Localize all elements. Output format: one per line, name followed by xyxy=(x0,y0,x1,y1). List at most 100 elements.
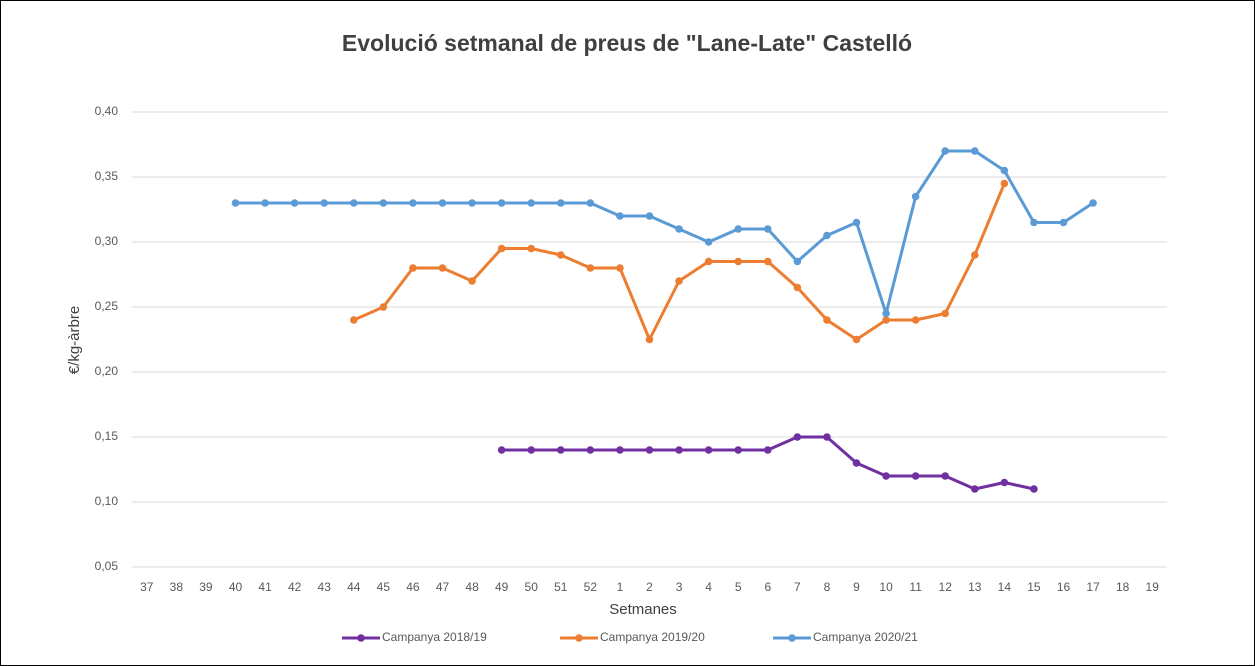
data-point xyxy=(438,264,447,272)
data-point xyxy=(941,472,950,480)
x-tick-label: 39 xyxy=(199,580,213,594)
data-point xyxy=(704,238,713,246)
x-tick-label: 16 xyxy=(1057,580,1071,594)
data-point xyxy=(793,283,802,292)
x-tick-label: 43 xyxy=(318,580,332,594)
data-point xyxy=(616,212,624,220)
x-tick-label: 40 xyxy=(229,580,243,594)
data-point xyxy=(468,199,476,207)
x-tick-label: 52 xyxy=(584,580,598,594)
data-point xyxy=(793,257,802,266)
legend-marker xyxy=(575,634,583,642)
data-point xyxy=(734,225,743,233)
data-point xyxy=(852,459,861,467)
data-point xyxy=(675,277,683,285)
y-tick-label: 0,05 xyxy=(95,559,119,573)
data-point xyxy=(882,472,890,480)
x-tick-label: 9 xyxy=(853,580,860,594)
data-point xyxy=(911,192,920,201)
data-point xyxy=(1089,199,1097,207)
data-point xyxy=(556,446,565,454)
x-tick-label: 38 xyxy=(170,580,184,594)
y-tick-label: 0,40 xyxy=(95,104,119,118)
data-point xyxy=(911,472,920,480)
y-tick-label: 0,35 xyxy=(95,169,119,183)
data-point xyxy=(438,199,447,207)
legend-label: Campanya 2019/20 xyxy=(600,630,705,644)
data-point xyxy=(349,316,358,324)
data-point xyxy=(823,433,831,441)
data-point xyxy=(261,199,269,207)
data-point xyxy=(970,485,979,493)
data-point xyxy=(675,446,683,454)
x-tick-label: 41 xyxy=(258,580,272,594)
x-tick-label: 7 xyxy=(794,580,801,594)
data-point xyxy=(823,231,831,240)
x-tick-label: 5 xyxy=(735,580,742,594)
legend-marker xyxy=(357,634,365,642)
x-tick-label: 45 xyxy=(377,580,391,594)
x-tick-label: 13 xyxy=(968,580,982,594)
data-point xyxy=(527,199,536,207)
legend-label: Campanya 2020/21 xyxy=(813,630,918,644)
data-point xyxy=(409,199,417,207)
data-point xyxy=(882,316,890,324)
x-tick-label: 49 xyxy=(495,580,509,594)
x-tick-label: 42 xyxy=(288,580,302,594)
data-point xyxy=(290,199,299,207)
data-point xyxy=(616,446,624,454)
data-point xyxy=(734,446,743,454)
data-point xyxy=(941,309,950,318)
series-line xyxy=(235,149,1094,315)
data-point xyxy=(409,264,417,272)
x-tick-label: 8 xyxy=(824,580,831,594)
x-tick-label: 12 xyxy=(939,580,953,594)
data-point xyxy=(527,446,536,454)
data-point xyxy=(586,446,595,454)
legend-marker xyxy=(788,634,796,642)
x-tick-label: 17 xyxy=(1086,580,1100,594)
data-point xyxy=(645,446,654,454)
y-tick-label: 0,10 xyxy=(95,494,119,508)
data-point xyxy=(704,257,713,266)
data-point xyxy=(1000,179,1009,188)
x-tick-label: 18 xyxy=(1116,580,1130,594)
data-point xyxy=(823,316,831,324)
x-tick-label: 10 xyxy=(879,580,893,594)
y-tick-label: 0,30 xyxy=(95,234,119,248)
x-tick-label: 3 xyxy=(676,580,683,594)
data-point xyxy=(763,257,772,266)
data-point xyxy=(527,244,536,253)
x-tick-label: 51 xyxy=(554,580,568,594)
y-tick-label: 0,25 xyxy=(95,299,119,313)
x-axis-title: Setmanes xyxy=(609,601,677,618)
data-point xyxy=(497,446,506,454)
data-point xyxy=(763,225,772,233)
data-point xyxy=(586,264,595,272)
x-tick-label: 46 xyxy=(406,580,420,594)
data-point xyxy=(1000,166,1009,175)
data-point xyxy=(1030,485,1038,493)
data-point xyxy=(349,199,358,207)
data-point xyxy=(763,446,772,454)
data-point xyxy=(970,147,979,155)
y-axis-title: €/kg-àrbre xyxy=(66,306,83,374)
chart-title: Evolució setmanal de preus de "Lane-Late… xyxy=(342,30,912,56)
x-tick-label: 19 xyxy=(1146,580,1160,594)
data-point xyxy=(911,316,920,324)
x-tick-label: 2 xyxy=(646,580,653,594)
data-point xyxy=(645,335,654,344)
x-tick-label: 48 xyxy=(465,580,479,594)
x-tick-label: 4 xyxy=(705,580,712,594)
data-point xyxy=(1030,218,1038,227)
data-point xyxy=(704,446,713,454)
data-point xyxy=(556,251,565,259)
data-point xyxy=(468,277,476,285)
y-tick-label: 0,15 xyxy=(95,429,119,443)
data-point xyxy=(970,251,979,259)
data-point xyxy=(497,199,506,207)
data-point xyxy=(231,199,240,207)
legend-label: Campanya 2018/19 xyxy=(382,630,487,644)
